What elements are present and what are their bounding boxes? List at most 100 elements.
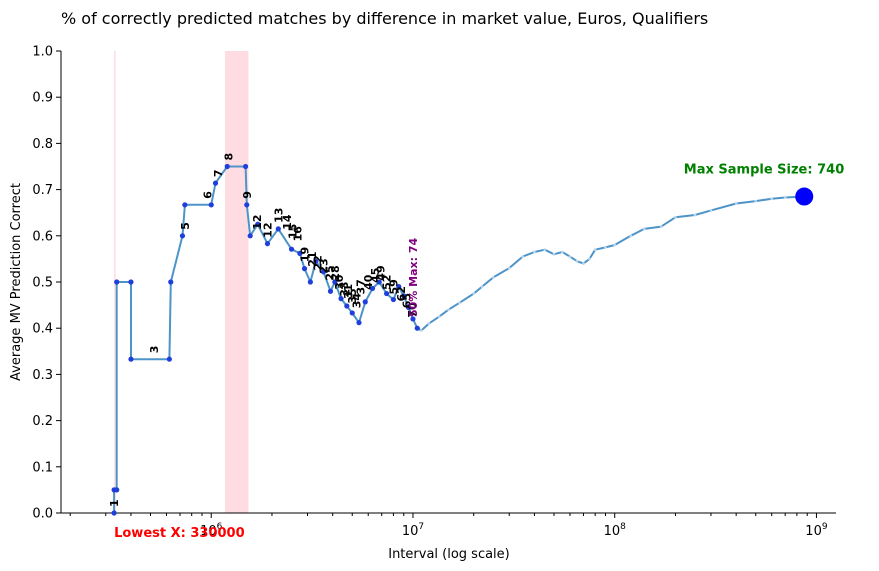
sample-size-label: 3 [148,346,161,354]
x-tick-label: 108 [604,522,627,539]
sample-size-label: 21 [306,251,319,266]
data-point [242,163,249,170]
series-points [111,163,806,516]
annotations: Max Sample Size: 740 Lowest X: 330000 50% … [114,163,844,541]
data-point [582,262,585,265]
data-point [709,208,713,212]
data-point [390,296,397,303]
data-point [114,279,120,285]
data-point [629,234,633,238]
data-point [396,284,402,290]
y-tick-label: 0.5 [32,276,53,291]
data-point [642,227,646,231]
data-point [521,255,525,258]
y-tick-label: 0.1 [32,460,53,475]
sample-size-label: 52 [381,275,394,290]
data-point [208,202,214,208]
sample-size-label: 25 [323,265,336,280]
sample-size-label: 34 [351,293,364,309]
data-point [356,320,362,326]
data-point [507,266,511,270]
data-point [332,279,338,285]
data-point [376,279,382,285]
data-point [182,202,188,208]
sample-size-label: 9 [241,191,254,199]
data-point [224,163,230,170]
sample-size-label: 5 [179,222,192,230]
sample-size-label: 8 [223,153,236,161]
data-point [369,285,376,292]
y-tick-label: 0.2 [32,414,53,429]
data-point [447,308,450,312]
data-point [458,301,461,305]
sample-size-label: 19 [299,247,312,262]
half-max-annotation: 50% Max: 74 [407,237,420,317]
data-point [427,322,431,325]
data-point [480,285,484,289]
data-point [754,199,758,203]
data-point [588,257,591,261]
y-tick-label: 0.0 [32,507,53,522]
sample-size-label: 30 [333,274,346,290]
x-tick-label: 107 [402,522,424,539]
max-sample-annotation: Max Sample Size: 740 [684,163,844,178]
data-point [313,258,319,264]
data-point [593,248,597,252]
highlight-band-1 [224,51,249,513]
chart-title: % of correctly predicted matches by diff… [61,9,708,28]
data-point [344,303,350,309]
data-point [410,316,416,322]
x-ticks: 106 107 108 109 [69,513,828,539]
data-point [288,246,295,252]
series-line-0 [113,165,805,513]
data-point [560,250,564,254]
sample-size-label: 62 [395,286,408,301]
data-point [783,196,787,199]
highlight-bands [114,51,249,513]
data-point [349,310,355,316]
sample-size-label: 15 [287,224,300,239]
sample-size-label: 37 [355,279,368,294]
sample-size-label: 65 [401,293,414,308]
sample-size-label: 16 [291,226,304,242]
y-tick-label: 0.8 [32,137,53,152]
data-point [301,266,308,272]
sample-size-label: 40 [362,274,375,290]
data-point [604,245,607,249]
data-point [264,241,271,247]
data-point [166,356,172,362]
sample-size-label: 7 [212,169,225,177]
data-point [405,304,412,311]
data-point [338,296,344,302]
y-tick-label: 0.4 [32,322,53,337]
sample-size-label: 49 [375,265,388,280]
sample-labels: 1356789121213141516192122232528303331353… [108,153,419,507]
sample-size-label: 1 [108,499,121,507]
data-point [327,288,334,294]
data-point [674,215,677,219]
data-point [414,325,420,331]
x-axis-label: Interval (log scale) [388,547,510,562]
x-tick-label: 109 [805,522,828,539]
data-point [533,250,536,254]
sample-size-label: 14 [281,214,294,230]
data-point [128,356,134,362]
lowest-x-annotation: Lowest X: 330000 [114,526,245,541]
data-point [552,252,556,256]
data-point [437,315,441,319]
x-tick-label: 106 [200,522,223,539]
sample-size-label: 33 [338,281,351,296]
sample-size-label: 28 [329,265,342,280]
y-tick-label: 1.0 [32,45,53,60]
sample-size-label: 12 [262,222,275,237]
y-ticks: 0.0 0.1 0.2 0.3 0.4 0.5 0.6 0.7 0.8 0.9 1.0 [32,45,61,522]
data-point [543,248,547,252]
data-point [770,197,774,201]
data-point [568,255,572,258]
sample-size-label: 70 [406,302,419,318]
y-tick-label: 0.3 [32,368,53,383]
sample-size-label: 6 [202,191,215,199]
data-point [734,202,738,205]
data-point [255,221,261,227]
